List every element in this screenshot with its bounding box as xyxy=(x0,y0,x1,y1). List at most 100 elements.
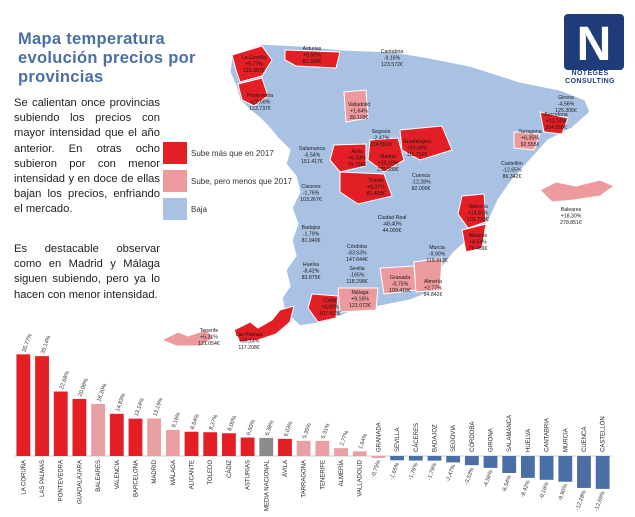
bar-value-label: 1,64% xyxy=(358,433,369,450)
bar-value-label: 35,14% xyxy=(40,335,52,355)
legend-item-down: Baja xyxy=(163,198,207,220)
bar-granada xyxy=(371,456,386,458)
map-label-name: Guadalajara xyxy=(403,139,431,145)
price-change-bar-chart: 35,77% LA CORUÑA 35,14% LAS PALMAS 22,68% PON… xyxy=(14,333,612,513)
map-label-price: 81.339€ xyxy=(303,59,322,65)
bar-valencia xyxy=(109,413,124,456)
map-label-29: Málaga+9,16%121.072€ xyxy=(349,290,371,309)
bar-value-label: -1,76% xyxy=(408,462,420,481)
bar-value-label: 8,54% xyxy=(190,413,201,430)
map-label-4: Pontevedra+22,68%123.737€ xyxy=(247,93,274,112)
map-guadalajara xyxy=(399,125,453,161)
bar-toledo xyxy=(203,432,218,456)
logo-letter: N xyxy=(577,18,612,71)
map-label-name: Córdoba xyxy=(347,244,367,250)
bar-category-label: CANTABRIA xyxy=(545,418,551,452)
map-label-price: 101.733€ xyxy=(467,217,489,223)
bar-tarragona xyxy=(296,440,311,456)
bar-value-label: -1,65% xyxy=(389,462,401,481)
map-label-pct: -9,90% xyxy=(429,252,446,258)
map-label-name: Cantabria xyxy=(381,49,404,55)
map-asturias xyxy=(284,49,341,69)
bar-cáceres xyxy=(408,456,423,461)
legend-swatch-less xyxy=(163,170,187,192)
map-label-pct: -0,75% xyxy=(392,282,409,288)
map-label-15: Toledo+8,37%81.409€ xyxy=(367,178,386,197)
map-label-price: 79.469€ xyxy=(469,246,488,252)
bar-castellón xyxy=(595,456,610,489)
bar-value-label: 20,08% xyxy=(78,378,90,398)
bar-girona xyxy=(483,456,498,468)
bar-barcelona xyxy=(128,418,143,456)
map-label-price: 125.305€ xyxy=(555,108,577,114)
map-canarias-east xyxy=(233,305,295,343)
page-title: Mapa temperatura evolución precios por p… xyxy=(18,30,196,86)
bar-pontevedra xyxy=(53,391,68,456)
bar-value-label: -6,54% xyxy=(501,475,513,494)
map-label-pct: +6,03% xyxy=(348,156,366,162)
map-label-name: Tarragona xyxy=(518,129,541,135)
bar-value-label: -0,75% xyxy=(371,460,383,479)
legend-item-up: Sube más que en 2017 xyxy=(163,142,274,164)
map-label-22: Badajoz-1,79%81.040€ xyxy=(302,225,321,244)
map-label-pct: +9,16% xyxy=(351,297,369,303)
map-label-2: Asturias+6,50%81.339€ xyxy=(303,46,322,65)
map-label-name: Cuenca xyxy=(412,173,430,179)
bar-category-label: MEDIA NACIONAL xyxy=(264,459,270,511)
bar-category-label: CASTELLÓN xyxy=(600,416,607,452)
logo-line1: NOTEGÉS xyxy=(571,70,609,77)
bar-category-label: BALEARES xyxy=(96,460,102,492)
map-label-price: 103.267€ xyxy=(300,197,322,203)
map-label-price: 114.651€ xyxy=(370,142,391,148)
map-alicante xyxy=(461,223,487,253)
map-label-price: 92.555€ xyxy=(521,142,540,148)
map-label-pct: +8,00% xyxy=(321,305,339,311)
map-label-9: Tarragona+6,35%92.555€ xyxy=(518,129,541,148)
map-regions xyxy=(160,43,616,347)
map-label-name: Segovia xyxy=(372,129,391,135)
map-label-name: Pontevedra xyxy=(247,93,274,99)
map-canarias-west xyxy=(160,329,215,347)
bar-value-label: -3,53% xyxy=(464,467,476,486)
map-label-pct: -1,76% xyxy=(303,191,320,197)
map-label-price: 123.572€ xyxy=(381,62,403,68)
bar-value-label: 5,35% xyxy=(302,422,313,439)
bar-value-label: -1,79% xyxy=(427,462,439,481)
map-label-6: Barcelona+13,14%204.558€ xyxy=(544,112,567,131)
map-toledo xyxy=(339,171,393,205)
intro-paragraph: Se calientan once provincias subiendo lo… xyxy=(14,97,160,216)
bar-category-label: ALICANTE xyxy=(190,460,196,489)
map-label-name: Ciudad Real xyxy=(378,215,407,221)
map-label-pct: +1,64% xyxy=(350,109,368,115)
bar-cuenca xyxy=(577,456,591,488)
map-label-price: 70.756€ xyxy=(348,162,367,168)
map-label-name: Valencia xyxy=(468,204,488,210)
bar-value-label: 14,83% xyxy=(115,393,127,413)
map-label-pct: +18,30% xyxy=(561,214,582,220)
map-label-pct: -83,53% xyxy=(347,251,367,257)
map-label-price: 109.418€ xyxy=(389,288,411,294)
bar-category-label: GIRONA xyxy=(489,428,495,452)
map-label-name: Madrid xyxy=(380,154,396,160)
bar-value-label: -2,47% xyxy=(445,464,457,483)
bar-value-label: 22,68% xyxy=(59,370,71,390)
bar-valladolid xyxy=(352,451,367,456)
bar-category-label: ALMERÍA xyxy=(338,460,345,486)
map-label-name: Almería xyxy=(424,279,442,285)
bar-category-label: SEVILLA xyxy=(395,428,401,452)
bar-value-label: 9,16% xyxy=(171,412,182,429)
bar-value-label: -4,56% xyxy=(483,469,495,488)
bar-value-label: -12,65% xyxy=(594,491,607,513)
legend-swatch-up xyxy=(163,142,187,164)
bar-value-label: -12,28% xyxy=(575,490,588,512)
map-label-pct: +5,31% xyxy=(200,335,218,341)
legend-label-up: Sube más que en 2017 xyxy=(191,148,274,158)
map-baleares xyxy=(539,179,616,203)
bar-category-label: MURCIA xyxy=(563,428,569,452)
map-label-name: Cádiz xyxy=(323,298,337,304)
bar-value-label: 5,31% xyxy=(321,423,332,440)
map-label-name: Murcia xyxy=(429,245,445,251)
bar-la-coruña xyxy=(16,354,31,456)
map-label-14: Castellón-12,65%86.342€ xyxy=(501,161,523,180)
map-malaga xyxy=(337,287,379,313)
